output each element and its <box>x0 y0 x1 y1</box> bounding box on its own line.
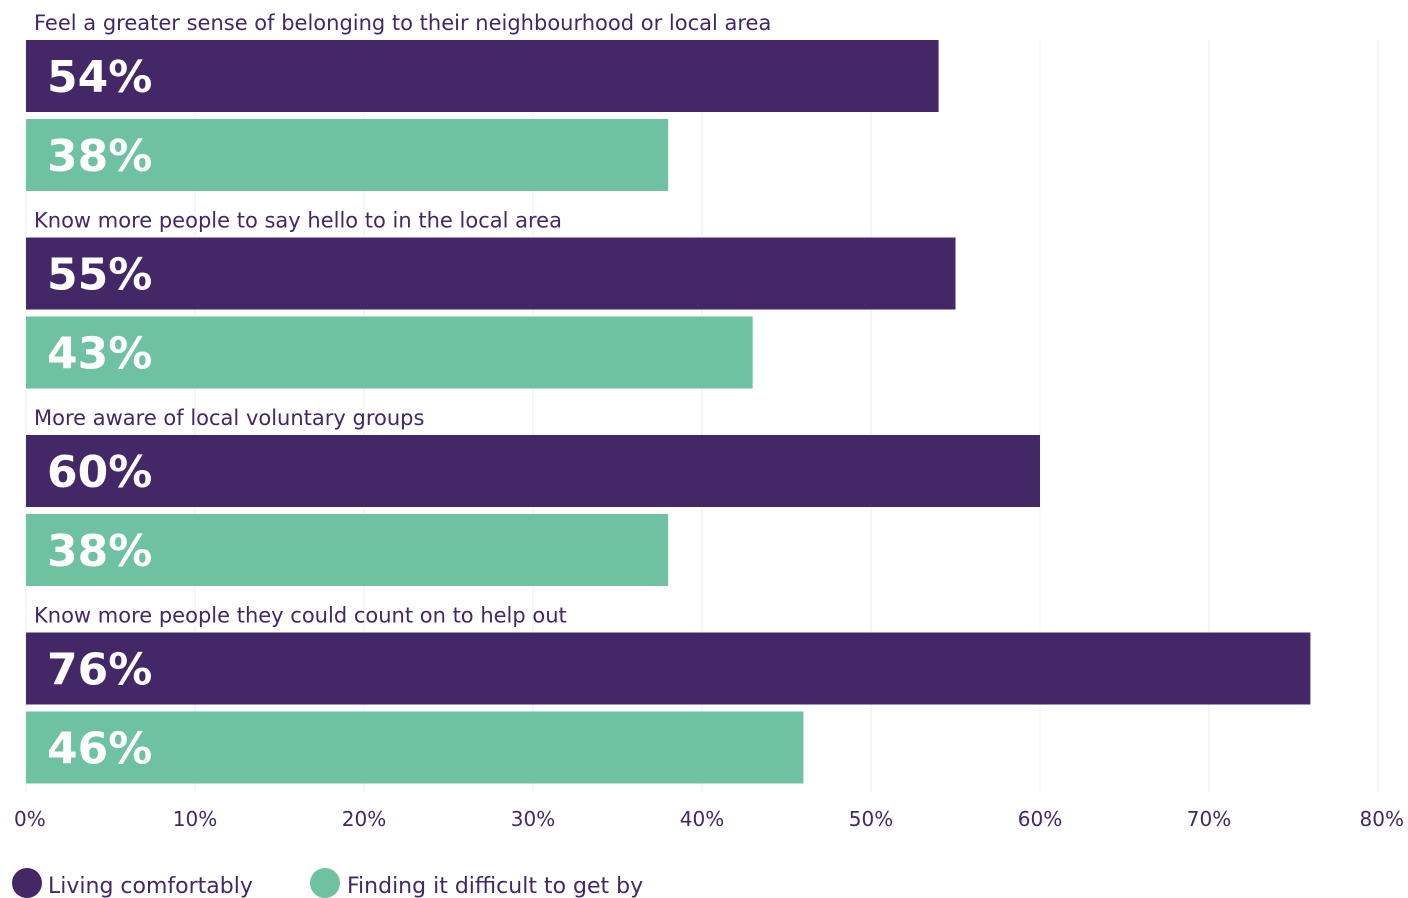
legend: Living comfortably Finding it difficult t… <box>12 868 643 898</box>
legend-label: Living comfortably <box>48 874 253 898</box>
x-tick-label: 70% <box>1187 807 1231 831</box>
bar-finding-it-difficult <box>26 514 669 586</box>
bar-value-label: 60% <box>47 447 152 498</box>
bar-finding-it-difficult <box>26 316 753 389</box>
category-label: More aware of local voluntary groups <box>34 406 424 430</box>
category-label: Feel a greater sense of belonging to the… <box>34 11 771 35</box>
x-axis: 0% 10% 20% 30% 40% 50% 60% 70% 80% <box>14 807 1404 831</box>
legend-label: Finding it difficult to get by <box>347 874 643 898</box>
bars: 54% 38% 55% 43% 60% 38% 76% 46% <box>26 40 1311 784</box>
legend-swatch <box>310 868 340 898</box>
category-label: Know more people to say hello to in the … <box>34 209 562 233</box>
x-tick-label: 10% <box>173 807 217 831</box>
bar-living-comfortably <box>26 40 939 112</box>
bar-living-comfortably <box>26 237 956 310</box>
x-tick-label: 20% <box>342 807 386 831</box>
category-label: Know more people they could count on to … <box>34 604 567 628</box>
bar-value-label: 54% <box>47 52 152 103</box>
x-tick-label: 40% <box>680 807 724 831</box>
bar-value-label: 46% <box>47 724 152 775</box>
x-tick-label: 60% <box>1018 807 1062 831</box>
bar-value-label: 43% <box>47 329 152 380</box>
category-labels: Feel a greater sense of belonging to the… <box>34 11 771 628</box>
bar-value-label: 38% <box>47 526 152 577</box>
bar-finding-it-difficult <box>26 119 669 191</box>
bar-living-comfortably <box>26 435 1040 507</box>
x-tick-label: 30% <box>511 807 555 831</box>
bar-finding-it-difficult <box>26 711 804 784</box>
legend-swatch <box>12 868 42 898</box>
bar-value-label: 76% <box>47 645 152 696</box>
bar-value-label: 38% <box>47 131 152 182</box>
x-tick-label: 50% <box>849 807 893 831</box>
x-tick-label: 80% <box>1360 807 1404 831</box>
bar-living-comfortably <box>26 632 1311 705</box>
bar-value-label: 55% <box>47 250 152 301</box>
x-tick-label: 0% <box>14 807 46 831</box>
